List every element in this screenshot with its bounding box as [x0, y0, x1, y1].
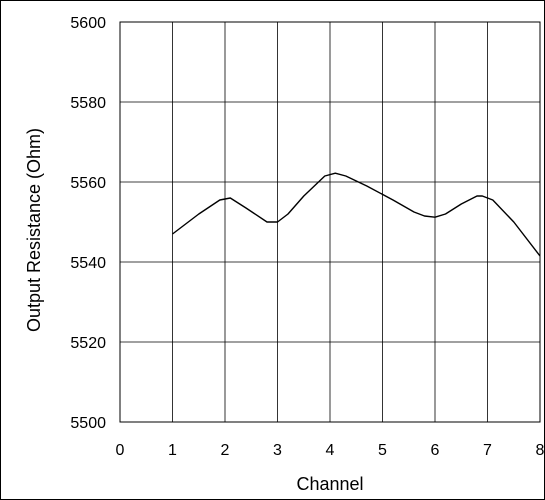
x-tick-label: 2	[221, 442, 230, 459]
y-tick-label: 5500	[70, 415, 106, 432]
x-tick-label: 3	[273, 442, 282, 459]
x-tick-label: 6	[431, 442, 440, 459]
x-tick-label: 8	[536, 442, 545, 459]
series-group	[172, 172, 541, 257]
y-axis-ticks: 5500 5520 5540 5560 5580 5600	[70, 15, 106, 432]
y-tick-label: 5560	[70, 175, 106, 192]
x-tick-label: 5	[378, 442, 387, 459]
x-axis-ticks: 0 1 2 3 4 5 6 7 8	[116, 442, 545, 459]
x-axis-label: Channel	[296, 474, 363, 494]
y-tick-label: 5600	[70, 15, 106, 32]
x-tick-label: 7	[483, 442, 492, 459]
x-tick-label: 4	[326, 442, 335, 459]
y-tick-label: 5580	[70, 95, 106, 112]
y-tick-label: 5540	[70, 255, 106, 272]
series-line	[172, 172, 541, 257]
y-axis-label: Output Resistance (Ohm)	[24, 128, 44, 332]
x-tick-label: 0	[116, 442, 125, 459]
x-tick-label: 1	[168, 442, 177, 459]
y-tick-label: 5520	[70, 335, 106, 352]
